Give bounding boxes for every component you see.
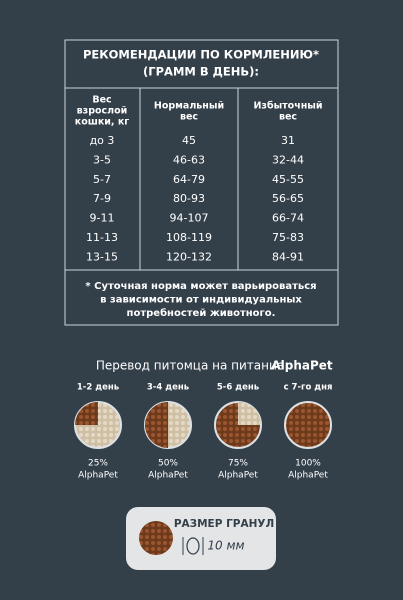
table-cell: 46-63 [173, 153, 205, 166]
footnote: * Суточная норма может варьироваться [85, 281, 316, 292]
column-header: Нормальный [154, 101, 224, 112]
table-cell: 64-79 [173, 173, 205, 186]
food-share [238, 402, 261, 425]
table-cell: 9-11 [90, 212, 115, 225]
column-header: вес [180, 112, 198, 123]
step-label: AlphaPet [288, 471, 328, 481]
step-period: с 7-го дня [284, 383, 333, 393]
table-cell: 11-13 [86, 231, 118, 244]
step-label: AlphaPet [78, 471, 118, 481]
steps [74, 401, 332, 449]
table-cell: 108-119 [166, 231, 212, 244]
column-header: взрослой [77, 106, 128, 117]
table-cell: 5-7 [93, 173, 111, 186]
granule [139, 521, 173, 555]
step-percent: 100% [295, 459, 321, 469]
food-share [75, 402, 98, 425]
table-cell: 120-132 [166, 250, 212, 263]
footnote: в зависимости от индивидуальных [100, 295, 302, 306]
table-border [64, 39, 339, 326]
step-period: 1-2 день [77, 383, 119, 393]
food-bowl [284, 401, 332, 449]
step-label: AlphaPet [218, 471, 258, 481]
step-percent: 75% [228, 459, 248, 469]
table-cell: 31 [281, 134, 295, 147]
table-title: РЕКОМЕНДАЦИИ ПО КОРМЛЕНИЮ* [83, 48, 319, 62]
table-cell: 80-93 [173, 192, 205, 205]
feeding-table: РЕКОМЕНДАЦИИ ПО КОРМЛЕНИЮ* (ГРАММ В ДЕНЬ… [64, 39, 339, 326]
table-cell: 75-83 [272, 231, 304, 244]
column-header: Избыточный [253, 101, 322, 112]
table-cell: 32-44 [272, 153, 304, 166]
table-cell: до 3 [90, 134, 115, 147]
table-cell: 45 [182, 134, 196, 147]
table-cell: 13-15 [86, 250, 118, 263]
table-cell: 94-107 [170, 212, 209, 225]
step-percent: 50% [158, 459, 178, 469]
table-cell: 56-65 [272, 192, 304, 205]
step-period: 3-4 день [147, 383, 189, 393]
granule-icon [186, 537, 200, 555]
step-period: 5-6 день [217, 383, 259, 393]
transition-title: Перевод питомца на питание [96, 359, 284, 373]
brand: AlphaPet [271, 359, 333, 373]
granule-size: 10 мм [207, 539, 244, 553]
food-share [145, 402, 168, 448]
table-cell: 84-91 [272, 250, 304, 263]
step-percent: 25% [88, 459, 108, 469]
column-header: кошки, кг [75, 117, 130, 128]
table-cell: 7-9 [93, 192, 111, 205]
column-header: вес [279, 112, 297, 123]
table-cell: 66-74 [272, 212, 304, 225]
table-cell: 45-55 [272, 173, 304, 186]
table-title: (ГРАММ В ДЕНЬ): [143, 65, 259, 79]
table-cell: 3-5 [93, 153, 111, 166]
granule-title: РАЗМЕР ГРАНУЛ [174, 518, 274, 530]
step-label: AlphaPet [148, 471, 188, 481]
footnote: потребностей животного. [127, 307, 276, 319]
column-header: Вес [92, 95, 111, 106]
